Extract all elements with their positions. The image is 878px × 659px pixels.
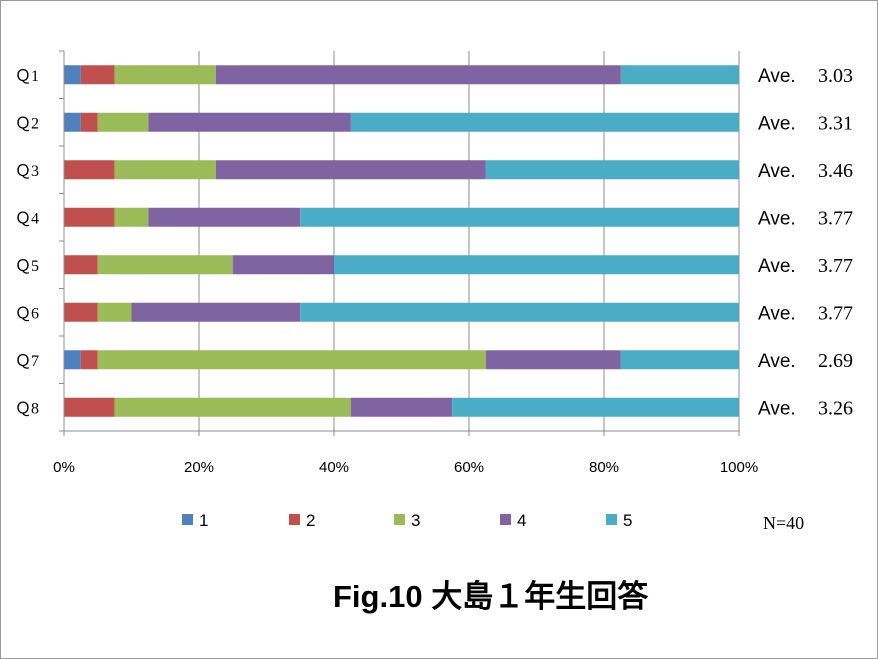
gridlines	[198, 51, 740, 431]
bar-segment-4	[485, 350, 621, 370]
legend-label-2: 2	[306, 511, 315, 530]
axes	[59, 50, 740, 436]
average-prefix: Ave.	[758, 208, 796, 229]
legend-label-1: 1	[199, 511, 208, 530]
bar-segment-5	[620, 65, 739, 85]
average-value: 3.46	[818, 160, 853, 182]
legend-swatch-3	[394, 514, 405, 525]
average-value: 2.69	[818, 350, 853, 372]
legend-label-3: 3	[411, 511, 420, 530]
bar-segment-2	[80, 65, 115, 85]
average-prefix: Ave.	[758, 161, 796, 182]
category-label: Ｑ2	[15, 115, 39, 132]
bar-segment-5	[300, 302, 739, 322]
category-label: Ｑ4	[15, 210, 39, 227]
category-label: Ｑ7	[15, 353, 39, 370]
category-label: Ｑ1	[15, 68, 39, 85]
bar-segment-3	[114, 397, 351, 417]
average-prefix: Ave.	[758, 256, 796, 277]
bar-segment-2	[80, 350, 98, 370]
average-prefix: Ave.	[758, 113, 796, 134]
average-value: 3.77	[818, 255, 853, 277]
bar-segment-4	[131, 302, 301, 322]
x-tick-label: 20%	[184, 459, 214, 476]
x-tick-label: 0%	[53, 459, 75, 476]
bar-segment-4	[148, 207, 301, 227]
average-value: 3.77	[818, 302, 853, 324]
bar-segment-2	[64, 207, 115, 227]
bar-segment-4	[148, 112, 351, 132]
bar-segment-5	[350, 112, 739, 132]
bar-segment-2	[80, 112, 98, 132]
bar-segment-3	[97, 255, 233, 275]
bar-segment-2	[64, 255, 98, 275]
average-prefix: Ave.	[758, 303, 796, 324]
average-prefix: Ave.	[758, 351, 796, 372]
bar-segment-5	[620, 350, 739, 370]
average-prefix: Ave.	[758, 398, 796, 419]
bar-segment-5	[485, 160, 739, 180]
bar-segment-3	[97, 350, 486, 370]
legend-swatch-5	[606, 514, 617, 525]
average-labels: Ave. 3.03 Ave. 3.31 Ave. 3.46 Ave. 3.77 Ave. 3.77…	[758, 65, 853, 420]
bar-segment-4	[215, 65, 621, 85]
bar-segment-1	[64, 112, 81, 132]
bar-segment-4	[232, 255, 334, 275]
x-tick-label: 40%	[319, 459, 349, 476]
bar-segment-3	[97, 302, 132, 322]
bar-segment-2	[64, 302, 98, 322]
legend-swatch-2	[289, 514, 300, 525]
legend-label-5: 5	[623, 511, 632, 530]
bar-segment-1	[64, 65, 81, 85]
bar-segment-4	[350, 397, 453, 417]
bar-segment-5	[334, 255, 739, 275]
sample-size-label: N=40	[763, 513, 804, 533]
legend-swatch-4	[500, 514, 511, 525]
average-value: 3.31	[818, 112, 853, 134]
x-tick-label: 100%	[720, 459, 758, 476]
bar-segment-2	[64, 397, 115, 417]
bar-segment-3	[114, 160, 216, 180]
category-label: Ｑ5	[15, 258, 39, 275]
category-label: Ｑ3	[15, 163, 39, 180]
bar-segment-5	[452, 397, 739, 417]
bar-segment-5	[300, 207, 739, 227]
average-value: 3.26	[818, 397, 853, 419]
category-label: Ｑ6	[15, 305, 39, 322]
bar-segment-4	[215, 160, 486, 180]
average-value: 3.03	[818, 65, 853, 87]
bar-segments	[64, 65, 739, 417]
bar-segment-3	[114, 65, 216, 85]
legend-swatch-1	[182, 514, 193, 525]
figure-title: Fig.10 大島１年生回答	[333, 579, 649, 614]
x-tick-labels: 0% 20% 40% 60% 80% 100%	[53, 459, 758, 476]
x-tick-label: 60%	[454, 459, 484, 476]
legend: 1 2 3 4 5	[182, 511, 632, 530]
average-value: 3.77	[818, 207, 853, 229]
category-labels: Ｑ1 Ｑ2 Ｑ3 Ｑ4 Ｑ5 Ｑ6 Ｑ7 Ｑ8	[15, 68, 39, 418]
bar-segment-3	[114, 207, 149, 227]
legend-label-4: 4	[517, 511, 526, 530]
category-label: Ｑ8	[15, 400, 39, 417]
bar-segment-1	[64, 350, 81, 370]
bar-segment-3	[97, 112, 149, 132]
bar-segment-2	[64, 160, 115, 180]
x-tick-label: 80%	[589, 459, 619, 476]
average-prefix: Ave.	[758, 66, 796, 87]
